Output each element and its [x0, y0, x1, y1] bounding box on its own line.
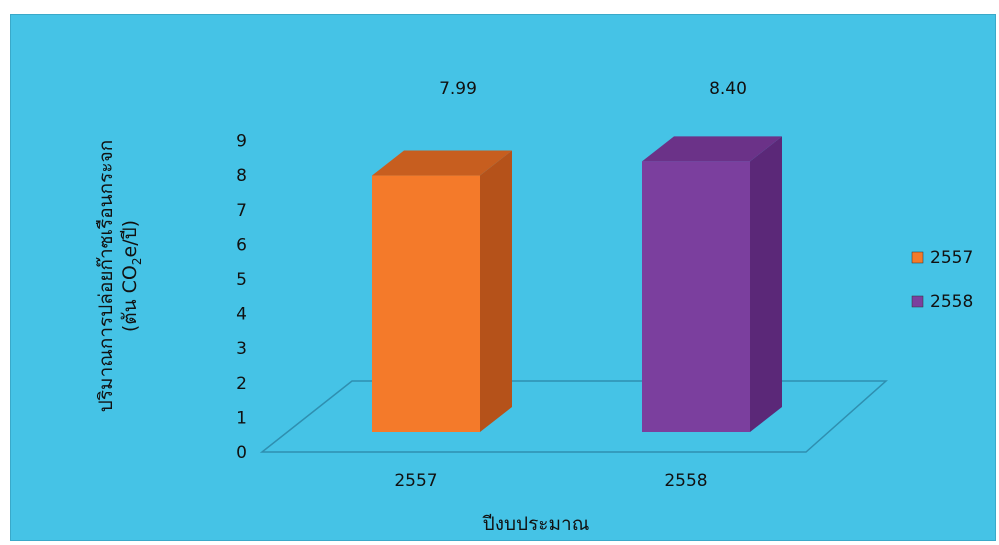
- legend-swatch: [911, 295, 924, 308]
- floor-plane: [259, 380, 888, 453]
- legend: 2557 2558: [911, 248, 973, 312]
- value-labels: 7.99 8.40: [439, 79, 747, 99]
- y-tick-label: 2: [236, 374, 247, 394]
- y-tick-label: 5: [236, 270, 247, 290]
- y-axis-ticks: 0 1 2 3 4 5 6 7 8 9: [236, 132, 247, 463]
- bar-top-face: [372, 150, 512, 176]
- bar-2558: [642, 136, 782, 433]
- x-axis-title: ปีงบประมาณ: [482, 513, 589, 535]
- value-label: 8.40: [709, 79, 747, 99]
- y-tick-label: 3: [236, 339, 247, 359]
- y-tick-label: 6: [236, 235, 247, 255]
- bars: [372, 136, 782, 433]
- y-axis-title-line2: (ตัน CO2e/ปี): [119, 220, 144, 332]
- bar-side-face: [750, 136, 782, 433]
- x-axis-categories: 2557 2558: [394, 471, 707, 491]
- chart-floor: [259, 380, 888, 453]
- x-category-label: 2557: [394, 471, 437, 491]
- legend-label: 2557: [930, 248, 973, 268]
- y-tick-label: 9: [236, 132, 247, 152]
- y-tick-label: 0: [236, 443, 247, 463]
- bar-front-face: [642, 161, 750, 433]
- y-axis-title-line1: ปริมาณการปล่อยก๊าซเรือนกระจก: [95, 140, 117, 412]
- bar-top-face: [642, 136, 782, 162]
- bar-side-face: [480, 150, 512, 432]
- value-label: 7.99: [439, 79, 477, 99]
- x-category-label: 2558: [664, 471, 707, 491]
- y-tick-label: 4: [236, 305, 247, 325]
- y-axis-title: ปริมาณการปล่อยก๊าซเรือนกระจก (ตัน CO2e/ป…: [95, 140, 144, 412]
- y-tick-label: 8: [236, 166, 247, 186]
- bar-front-face: [372, 175, 480, 432]
- y-tick-label: 1: [236, 408, 247, 428]
- legend-label: 2558: [930, 292, 973, 312]
- y-tick-label: 7: [236, 201, 247, 221]
- bar-2557: [372, 150, 512, 432]
- legend-swatch: [911, 251, 924, 264]
